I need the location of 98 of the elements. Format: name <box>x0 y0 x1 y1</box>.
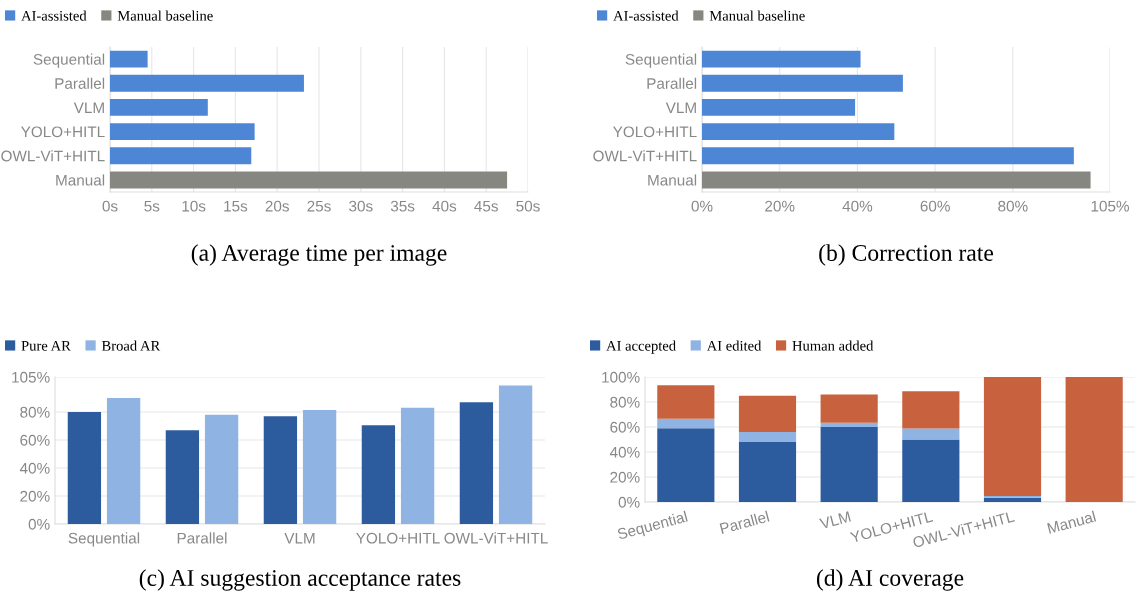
legend-label: AI-assisted <box>21 10 87 21</box>
legend-label: Broad AR <box>101 340 161 351</box>
x-tick-label: 5s <box>144 200 160 212</box>
bar <box>67 412 102 524</box>
y-tick-label: 80% <box>610 396 640 408</box>
y-tick-label: OWL-ViT+HITL <box>1 150 105 162</box>
y-tick-label: OWL-ViT+HITL <box>593 150 697 162</box>
x-tick-label: OWL-ViT+HITL <box>444 532 548 544</box>
bar <box>110 171 508 189</box>
x-tick-label: 45s <box>474 200 498 212</box>
bar <box>110 50 148 68</box>
x-tick-label: 20s <box>265 200 289 212</box>
x-tick-label: 35s <box>390 200 415 212</box>
bar <box>702 171 1091 189</box>
bar <box>110 123 255 141</box>
bar <box>110 147 252 165</box>
y-tick-label: 0% <box>618 496 640 508</box>
x-tick-label: 30s <box>349 200 373 212</box>
x-tick-label: 40% <box>842 200 873 212</box>
x-tick-label: 15s <box>224 200 248 212</box>
y-tick-label: 60% <box>610 421 640 433</box>
text: (b) Correction rate <box>819 244 994 266</box>
y-tick-label: YOLO+HITL <box>20 126 105 138</box>
text: (d) AI coverage <box>816 569 964 591</box>
bar <box>165 430 200 524</box>
bar <box>983 377 1042 497</box>
legend-label: Manual baseline <box>709 10 805 21</box>
x-tick-label: 60% <box>920 200 950 212</box>
bar <box>657 385 715 419</box>
bar <box>702 98 856 116</box>
x-tick-label: 0s <box>102 200 118 212</box>
x-tick-label: 25s <box>307 200 331 212</box>
y-tick-label: 80% <box>20 406 50 418</box>
x-tick-label: 20% <box>765 200 795 212</box>
bar <box>106 398 141 524</box>
y-tick-label: VLM <box>73 102 104 113</box>
legend-label: AI-assisted <box>613 10 679 21</box>
text: (a) Average time per image <box>191 244 447 266</box>
bar <box>400 407 435 524</box>
bar <box>657 418 715 429</box>
bar <box>820 427 878 502</box>
y-tick-label: 40% <box>609 446 640 458</box>
y-tick-label: 100% <box>602 371 640 383</box>
bar <box>902 428 960 440</box>
x-tick-label: VLM <box>284 532 315 544</box>
y-tick-label: VLM <box>665 102 696 113</box>
bar <box>902 439 960 502</box>
bar <box>738 395 797 432</box>
y-tick-label: 60% <box>20 434 50 446</box>
x-tick-label: Parallel <box>177 532 227 544</box>
bar <box>702 50 861 68</box>
x-tick-label: 50s <box>516 200 540 212</box>
x-tick-label: Parallel <box>719 510 770 535</box>
legend-label: AI accepted <box>606 340 676 354</box>
bar <box>459 402 494 524</box>
y-tick-label: Manual <box>56 174 105 186</box>
legend-label: Pure AR <box>21 340 71 351</box>
bar <box>361 425 396 524</box>
bar <box>738 442 797 502</box>
x-tick-label: 80% <box>998 200 1028 212</box>
x-tick-label: 105% <box>1091 200 1129 212</box>
bar <box>110 74 304 92</box>
legend-label: Manual baseline <box>117 10 213 21</box>
y-tick-label: YOLO+HITL <box>612 126 697 138</box>
bar <box>702 74 903 92</box>
y-tick-label: 105% <box>12 371 50 383</box>
y-tick-label: Parallel <box>647 77 697 89</box>
y-tick-label: 20% <box>610 471 640 483</box>
bar <box>110 98 208 116</box>
bar <box>820 394 878 423</box>
bar <box>657 428 715 502</box>
bar <box>263 416 298 524</box>
bar <box>204 414 239 524</box>
bar <box>498 385 533 524</box>
bar <box>738 432 797 442</box>
legend-label: AI edited <box>706 340 762 351</box>
y-tick-label: Parallel <box>55 77 105 89</box>
x-tick-label: YOLO+HITL <box>356 532 440 544</box>
x-tick-label: VLM <box>819 511 851 530</box>
x-tick-label: 0% <box>691 200 713 212</box>
bar <box>302 409 337 524</box>
y-tick-label: Manual <box>648 174 697 186</box>
bar <box>702 123 895 141</box>
bar <box>702 147 1074 165</box>
y-tick-label: Sequential <box>33 53 105 68</box>
bar <box>902 391 960 429</box>
x-tick-label: Manual <box>1046 510 1097 534</box>
y-tick-label: Sequential <box>625 53 697 68</box>
bar <box>1065 377 1123 502</box>
y-tick-label: 20% <box>20 490 50 502</box>
legend-label: Human added <box>792 340 874 351</box>
bar <box>820 422 878 427</box>
x-tick-label: Sequential <box>68 532 140 547</box>
y-tick-label: 40% <box>19 462 50 474</box>
x-tick-label: 10s <box>182 200 206 212</box>
x-tick-label: 40s <box>432 200 457 212</box>
text: (c) AI suggestion acceptance rates <box>139 569 461 591</box>
bar <box>983 497 1042 502</box>
